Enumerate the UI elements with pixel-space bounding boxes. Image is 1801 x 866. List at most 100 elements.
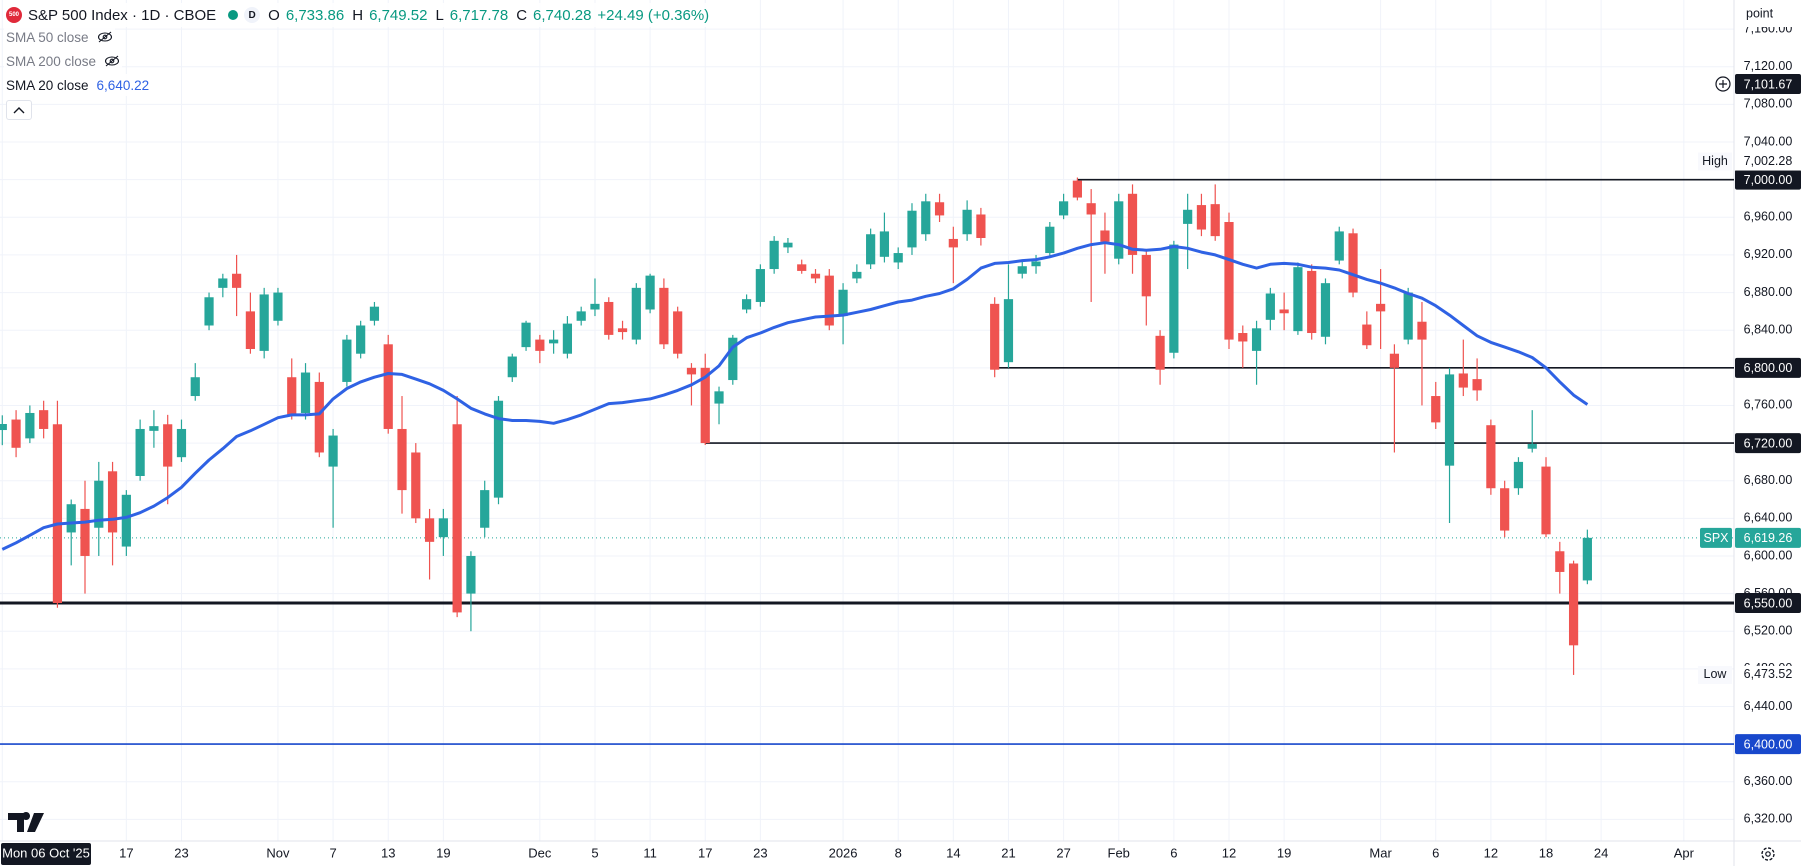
candle-body (1513, 461, 1524, 489)
candle-body (507, 356, 517, 378)
collapse-button[interactable] (6, 100, 32, 120)
hline-label: 7,000.00 (1744, 173, 1793, 187)
candle-body (1527, 444, 1537, 449)
candle-body (1210, 204, 1220, 237)
candle-body (163, 424, 173, 467)
add-alert-icon (1719, 80, 1727, 89)
x-tick-label: 24 (1594, 845, 1608, 860)
candle-body (1403, 292, 1413, 340)
x-tick-label: 7 (329, 845, 336, 860)
unit-box (1735, 0, 1801, 27)
x-tick-label: 17 (119, 845, 133, 860)
x-tick-label: Dec (528, 845, 552, 860)
candle-body (1265, 293, 1275, 320)
candle-body (287, 377, 297, 415)
candle-body (576, 311, 586, 321)
low-tag-box (1698, 665, 1732, 684)
candle-body (852, 271, 862, 279)
candle-body (1141, 254, 1151, 297)
hidden-icon[interactable] (97, 31, 113, 43)
candle-body (1183, 209, 1193, 224)
x-tick-label: 6 (1432, 845, 1439, 860)
candle-body (397, 428, 407, 491)
hidden-icon[interactable] (104, 55, 120, 67)
candle-body (480, 490, 490, 528)
y-tick-label: 6,360.00 (1744, 774, 1793, 788)
candle-body (1500, 488, 1510, 531)
settings-icon (1761, 847, 1775, 861)
high-tag: High (1702, 154, 1728, 168)
candle-body (921, 201, 931, 235)
candle-body (728, 337, 738, 381)
x-tick-label: 21 (1001, 845, 1015, 860)
indicator-legend: SMA 20 close 6,640.22 (4, 74, 152, 96)
candle-body (1155, 335, 1165, 370)
symbol-header: 500 S&P 500 Index · 1D · CBOE D O 6,733.8… (6, 3, 710, 27)
x-tick-label: 2026 (829, 845, 858, 860)
candle-body (1003, 299, 1014, 363)
candle-body (1334, 231, 1344, 261)
candle-body (741, 299, 752, 310)
candle-body (1362, 324, 1372, 346)
candle-body (976, 214, 986, 239)
candle-body (1320, 283, 1331, 337)
symbol-title[interactable]: S&P 500 Index · 1D · CBOE (28, 6, 217, 24)
low-value: 6,473.52 (1744, 667, 1793, 681)
candle-body (314, 381, 324, 453)
ohlc-key: O (268, 6, 280, 24)
candle-body (907, 210, 917, 248)
candle-body (1541, 466, 1551, 535)
candle-body (0, 423, 7, 431)
candle-body (990, 303, 1000, 370)
indicator-name: SMA 50 close (6, 29, 89, 45)
hline-label-box (1735, 433, 1801, 454)
candle-body (934, 202, 945, 216)
y-tick-label: 6,840.00 (1744, 322, 1793, 336)
candle-body (452, 424, 462, 613)
x-tick-label: 27 (1056, 845, 1070, 860)
x-tick-label: 23 (753, 845, 767, 860)
hline-label-box (1735, 357, 1801, 378)
last-price-label: 6,619.26 (1744, 531, 1793, 545)
candle-body (273, 292, 283, 321)
last-symbol-box (1700, 527, 1732, 548)
high-value: 7,002.28 (1744, 154, 1793, 168)
candle-body (52, 424, 63, 603)
hline-label: 6,800.00 (1744, 361, 1793, 375)
candle-body (411, 452, 421, 519)
x-tick-label: 5 (591, 845, 598, 860)
hline-label: 6,720.00 (1744, 436, 1793, 450)
candle-body (700, 367, 710, 444)
ohlc-value: 6,733.86 (285, 6, 345, 24)
y-tick-label: 7,120.00 (1744, 59, 1793, 73)
last-price-label-box (1735, 527, 1801, 548)
candle-body (962, 209, 972, 235)
candle-body (1251, 328, 1262, 351)
candle-body (80, 508, 90, 556)
candle-body (190, 377, 200, 397)
ohlc-key: L (435, 6, 444, 24)
candle-body (714, 391, 724, 404)
candle-body (1431, 396, 1441, 423)
candle-body (300, 372, 311, 413)
indicator-value: 6,640.22 (96, 77, 150, 93)
candle-body (94, 480, 104, 528)
candle-body (1582, 537, 1592, 581)
candle-body (1458, 373, 1468, 388)
hline-label: 6,550.00 (1744, 596, 1793, 610)
ohlc-value: 6,749.52 (369, 6, 428, 24)
indicator-legend: SMA 50 close (4, 26, 115, 48)
settings-icon (1765, 851, 1771, 857)
x-tick-label: Feb (1108, 845, 1130, 860)
candle-body (135, 428, 145, 477)
ohlc-value: 6,717.78 (449, 6, 509, 24)
candle-body (893, 253, 903, 263)
ohlc-key: C (516, 6, 528, 24)
x-tick-label: 19 (436, 845, 450, 860)
chevron-icon (13, 107, 25, 114)
candle-body (1472, 379, 1482, 391)
crosshair-date-box (1, 843, 91, 865)
candle-body (1017, 266, 1027, 274)
